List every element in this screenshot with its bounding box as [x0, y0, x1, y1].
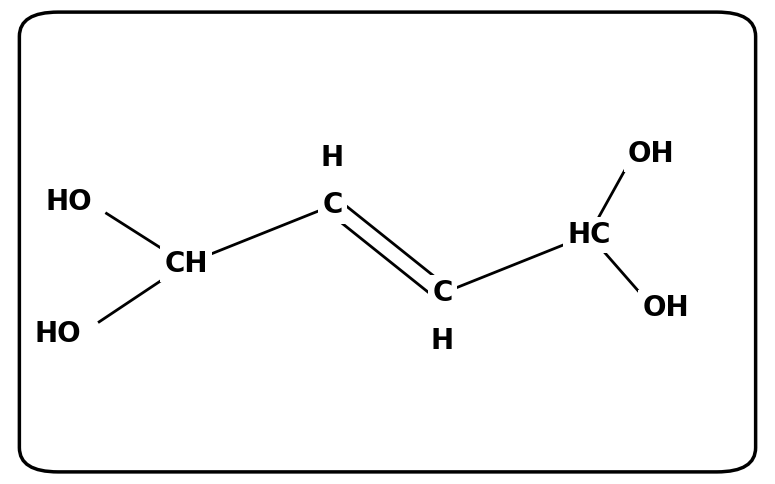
- Text: HO: HO: [34, 319, 81, 348]
- Text: H: H: [321, 144, 344, 172]
- Text: HO: HO: [46, 188, 92, 216]
- Text: OH: OH: [642, 294, 689, 322]
- Text: OH: OH: [628, 140, 674, 168]
- Text: C: C: [432, 279, 453, 307]
- Text: HC: HC: [567, 221, 611, 249]
- Text: CH: CH: [164, 250, 208, 278]
- Text: C: C: [322, 191, 343, 219]
- Text: H: H: [431, 327, 454, 355]
